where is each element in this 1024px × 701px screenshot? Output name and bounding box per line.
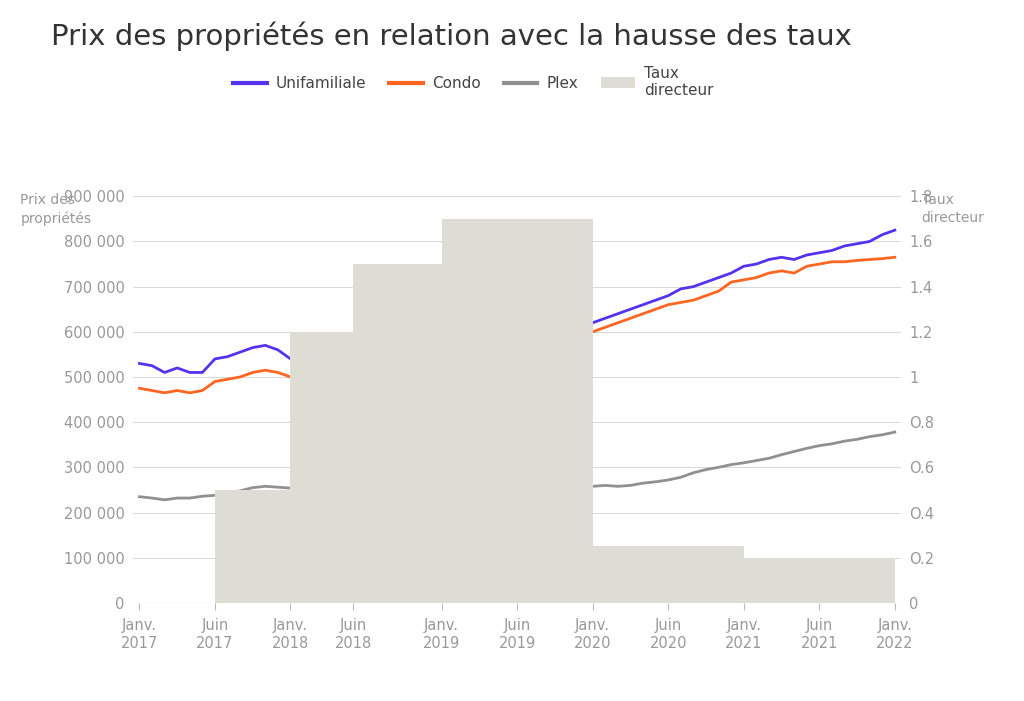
- Legend: Unifamiliale, Condo, Plex, Taux
directeur: Unifamiliale, Condo, Plex, Taux directeu…: [232, 66, 714, 98]
- Text: Prix des
propriétés: Prix des propriétés: [20, 193, 91, 226]
- Text: Prix des propriétés en relation avec la hausse des taux: Prix des propriétés en relation avec la …: [51, 21, 852, 50]
- Text: Taux
directeur: Taux directeur: [922, 193, 984, 225]
